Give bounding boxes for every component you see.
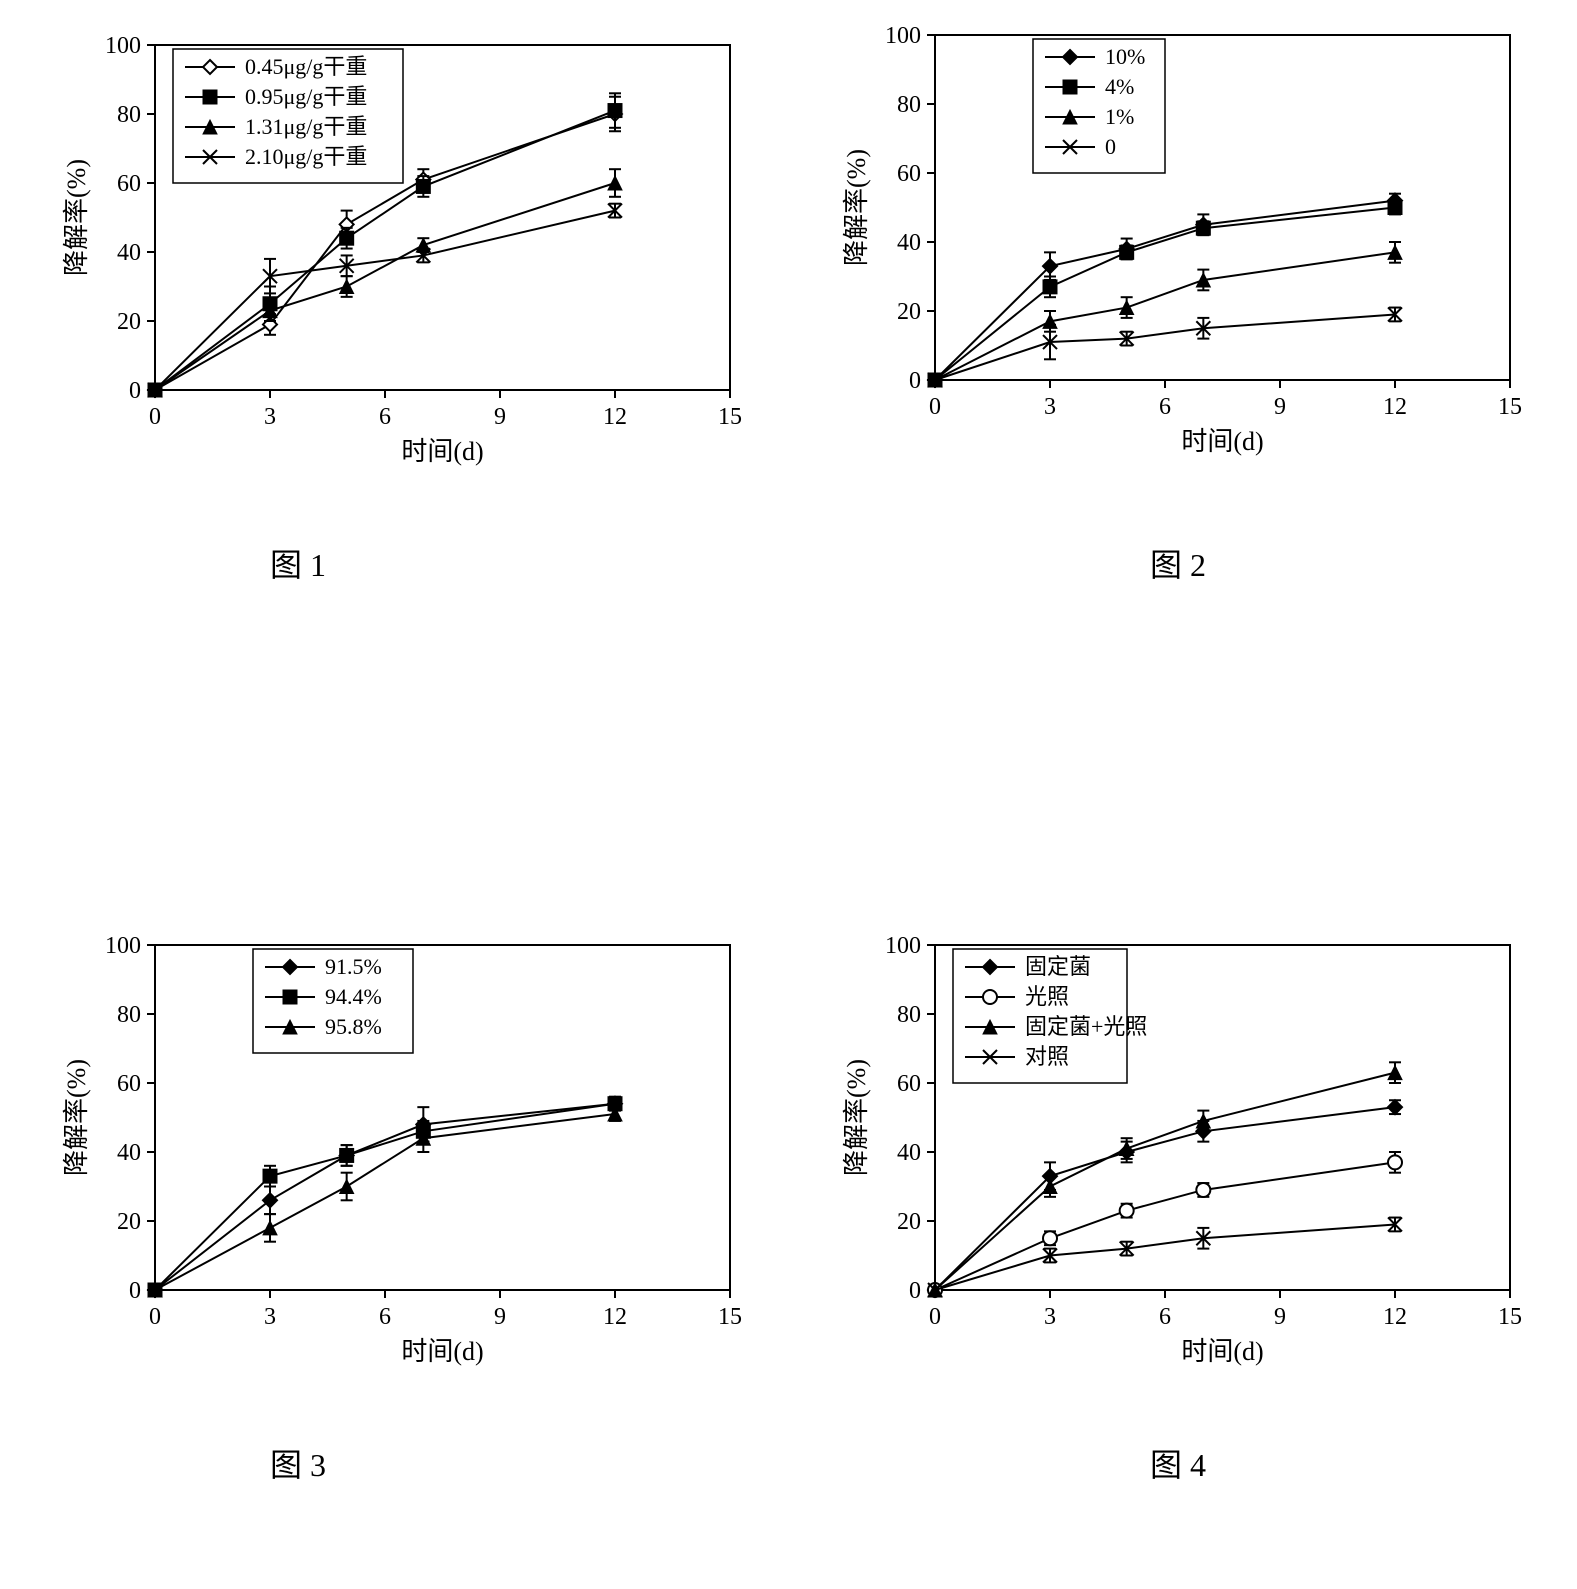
svg-text:0: 0 <box>149 1304 161 1330</box>
svg-text:3: 3 <box>1044 394 1056 420</box>
svg-text:100: 100 <box>885 23 921 49</box>
fig2-panel: 0 3 6 9 12 15 0 20 40 60 80 100 时间(d) 降解率(%) 10% 4% 1% 0 <box>830 20 1530 470</box>
svg-text:0: 0 <box>129 1278 141 1304</box>
fig3-chart: 0 3 6 9 12 15 0 20 40 60 80 100 时间(d) 降解率(%) 91.5% 94.4… <box>50 930 750 1380</box>
fig4-legend-item-2: 固定菌+光照 <box>1025 1014 1147 1039</box>
svg-text:12: 12 <box>603 404 627 430</box>
fig4-legend-item-1: 光照 <box>1025 984 1069 1009</box>
svg-text:0: 0 <box>129 378 141 404</box>
svg-text:15: 15 <box>718 1304 742 1330</box>
fig4-xlabel: 时间(d) <box>1181 1337 1263 1366</box>
fig1-legend-item-2: 1.31μg/g干重 <box>245 114 367 139</box>
fig1-ylabel: 降解率(%) <box>62 159 91 276</box>
fig4-legend-item-0: 固定菌 <box>1025 954 1091 979</box>
svg-text:9: 9 <box>494 404 506 430</box>
fig1-legend-item-0: 0.45μg/g干重 <box>245 54 367 79</box>
fig2-legend-item-1: 4% <box>1105 74 1134 99</box>
svg-text:15: 15 <box>718 404 742 430</box>
fig2-xlabel: 时间(d) <box>1181 427 1263 456</box>
svg-text:80: 80 <box>897 1002 921 1028</box>
fig1-legend-item-3: 2.10μg/g干重 <box>245 144 367 169</box>
svg-text:100: 100 <box>105 33 141 59</box>
svg-text:60: 60 <box>117 171 141 197</box>
svg-text:9: 9 <box>494 1304 506 1330</box>
fig4-legend-item-3: 对照 <box>1025 1044 1069 1069</box>
svg-text:3: 3 <box>264 404 276 430</box>
svg-text:6: 6 <box>1159 1304 1171 1330</box>
svg-text:80: 80 <box>897 92 921 118</box>
svg-text:0: 0 <box>909 1278 921 1304</box>
fig1-panel: 0 3 6 9 12 15 0 20 40 60 80 100 时间(d) 降解率(%) 0.45μg/g干… <box>50 30 750 480</box>
svg-text:15: 15 <box>1498 394 1522 420</box>
svg-text:9: 9 <box>1274 1304 1286 1330</box>
svg-text:60: 60 <box>897 161 921 187</box>
fig4-chart: 0 3 6 9 12 15 0 20 40 60 80 100 时间(d) 降解率(%) 固定菌光照固定菌+… <box>830 930 1530 1380</box>
svg-text:0: 0 <box>929 1304 941 1330</box>
svg-text:12: 12 <box>1383 1304 1407 1330</box>
fig3-legend-item-0: 91.5% <box>325 954 382 979</box>
fig4-ylabel: 降解率(%) <box>842 1059 871 1176</box>
fig3-legend-item-2: 95.8% <box>325 1014 382 1039</box>
svg-text:6: 6 <box>379 1304 391 1330</box>
svg-text:100: 100 <box>105 933 141 959</box>
svg-text:12: 12 <box>603 1304 627 1330</box>
fig4-caption: 图 4 <box>1150 1440 1206 1486</box>
fig2-legend-item-2: 1% <box>1105 104 1134 129</box>
svg-text:40: 40 <box>117 1140 141 1166</box>
svg-text:3: 3 <box>264 1304 276 1330</box>
svg-text:0: 0 <box>929 394 941 420</box>
fig2-chart: 0 3 6 9 12 15 0 20 40 60 80 100 时间(d) 降解率(%) 10% 4% 1% 0 <box>830 20 1530 470</box>
svg-text:40: 40 <box>897 1140 921 1166</box>
fig2-ylabel: 降解率(%) <box>842 149 871 266</box>
svg-text:20: 20 <box>897 299 921 325</box>
svg-text:0: 0 <box>909 368 921 394</box>
fig2-legend-item-0: 10% <box>1105 44 1145 69</box>
svg-text:20: 20 <box>117 1209 141 1235</box>
fig3-ylabel: 降解率(%) <box>62 1059 91 1176</box>
svg-text:3: 3 <box>1044 1304 1056 1330</box>
svg-text:40: 40 <box>117 240 141 266</box>
svg-text:40: 40 <box>897 230 921 256</box>
page-root: 03691215020406080100时间(d)降解率(%)0.45μg/g干… <box>0 0 1577 1589</box>
svg-text:0: 0 <box>149 404 161 430</box>
fig4-panel: 0 3 6 9 12 15 0 20 40 60 80 100 时间(d) 降解率(%) 固定菌光照固定菌+… <box>830 930 1530 1380</box>
fig1-chart: 0 3 6 9 12 15 0 20 40 60 80 100 时间(d) 降解率(%) 0.45μg/g干… <box>50 30 750 480</box>
fig1-xlabel: 时间(d) <box>401 437 483 466</box>
svg-text:6: 6 <box>1159 394 1171 420</box>
fig1-legend-item-1: 0.95μg/g干重 <box>245 84 367 109</box>
svg-text:80: 80 <box>117 102 141 128</box>
svg-text:20: 20 <box>117 309 141 335</box>
svg-text:9: 9 <box>1274 394 1286 420</box>
fig2-legend-item-3: 0 <box>1105 134 1116 159</box>
fig3-legend-item-1: 94.4% <box>325 984 382 1009</box>
svg-text:12: 12 <box>1383 394 1407 420</box>
fig3-caption: 图 3 <box>270 1440 326 1486</box>
svg-text:20: 20 <box>897 1209 921 1235</box>
svg-text:60: 60 <box>117 1071 141 1097</box>
fig3-panel: 0 3 6 9 12 15 0 20 40 60 80 100 时间(d) 降解率(%) 91.5% 94.4… <box>50 930 750 1380</box>
svg-text:60: 60 <box>897 1071 921 1097</box>
svg-text:15: 15 <box>1498 1304 1522 1330</box>
svg-text:100: 100 <box>885 933 921 959</box>
svg-text:80: 80 <box>117 1002 141 1028</box>
fig2-caption: 图 2 <box>1150 540 1206 586</box>
fig1-caption: 图 1 <box>270 540 326 586</box>
svg-text:6: 6 <box>379 404 391 430</box>
fig3-xlabel: 时间(d) <box>401 1337 483 1366</box>
